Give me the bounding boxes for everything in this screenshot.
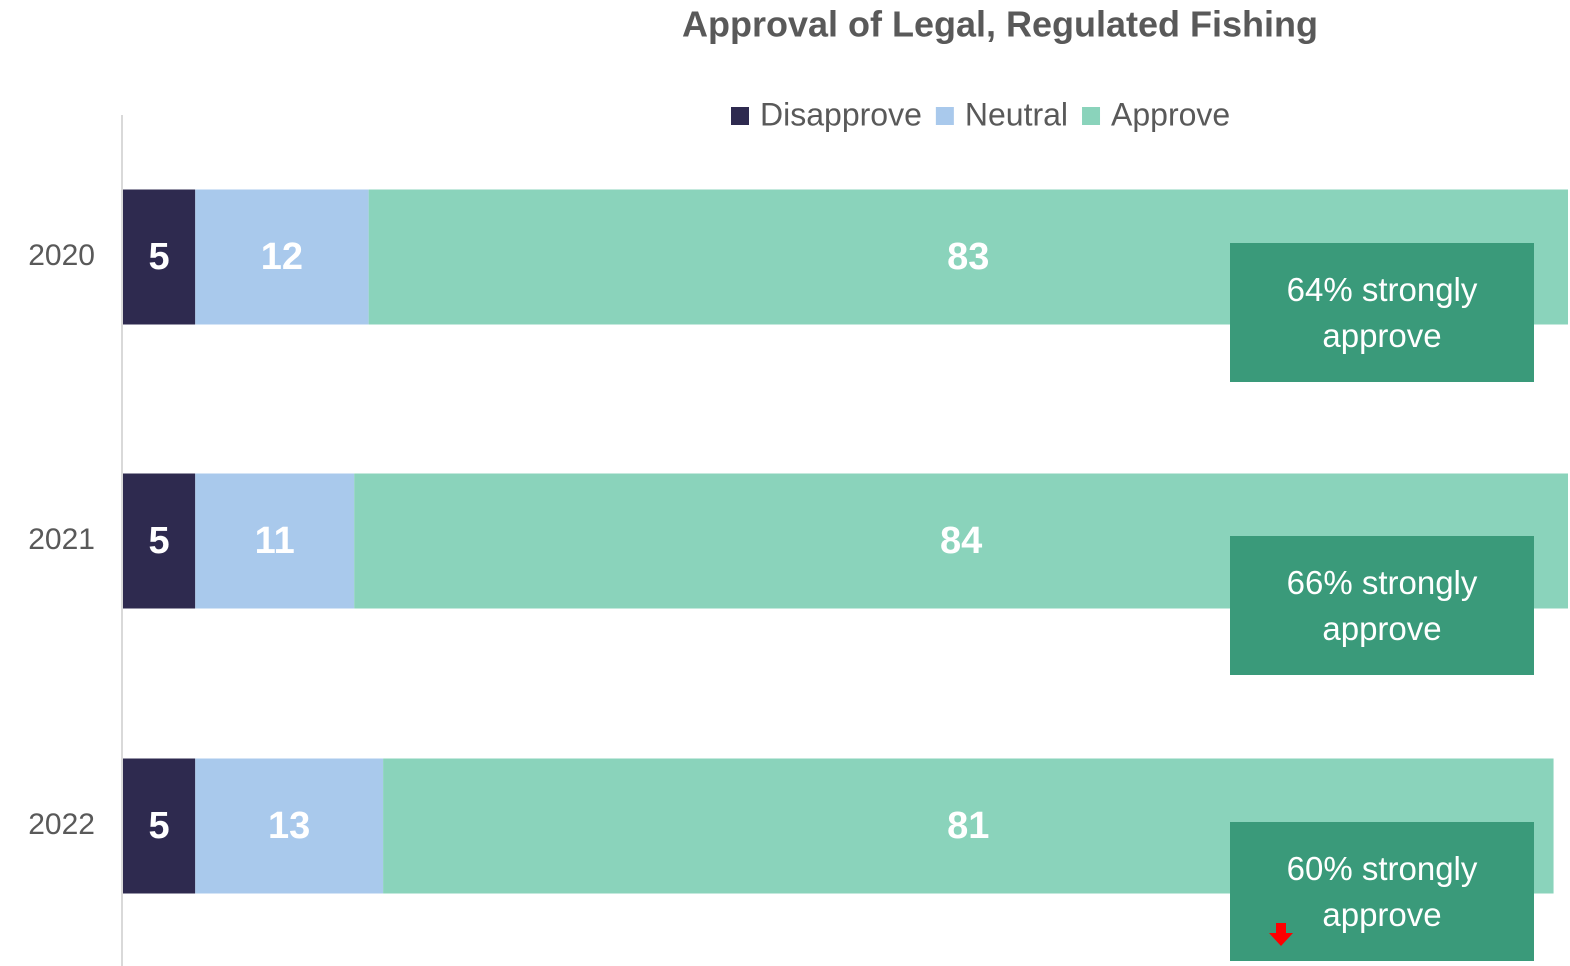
bar-segment [123, 189, 196, 325]
data-label: 5 [149, 805, 170, 847]
chart-title: Approval of Legal, Regulated Fishing [682, 4, 1318, 45]
data-label: 83 [947, 236, 989, 278]
legend-label: Approve [1111, 96, 1230, 132]
bar-segment [123, 758, 196, 894]
legend-swatch [1082, 107, 1101, 125]
data-label: 12 [261, 236, 303, 278]
y-tick-label: 2020 [28, 239, 95, 272]
data-label: 13 [268, 805, 310, 847]
legend-swatch [935, 107, 954, 125]
legend-swatch [731, 107, 749, 125]
bar-segment [195, 758, 384, 894]
data-label: 5 [149, 520, 170, 562]
data-label: 5 [149, 236, 170, 278]
bar-segment [195, 189, 369, 325]
bar-segment [123, 473, 196, 609]
annotation-box: 66% strongly approve [1230, 536, 1534, 675]
legend-label: Neutral [965, 96, 1068, 132]
bar-segment [195, 473, 355, 609]
y-tick-label: 2021 [28, 523, 95, 556]
data-label: 81 [947, 805, 989, 847]
legend-label: Disapprove [760, 96, 922, 132]
data-label: 84 [940, 520, 982, 562]
data-label: 11 [255, 520, 295, 562]
down-arrow-icon [1269, 923, 1293, 946]
annotation-box: 64% strongly approve [1230, 243, 1534, 382]
y-tick-label: 2022 [28, 808, 95, 841]
